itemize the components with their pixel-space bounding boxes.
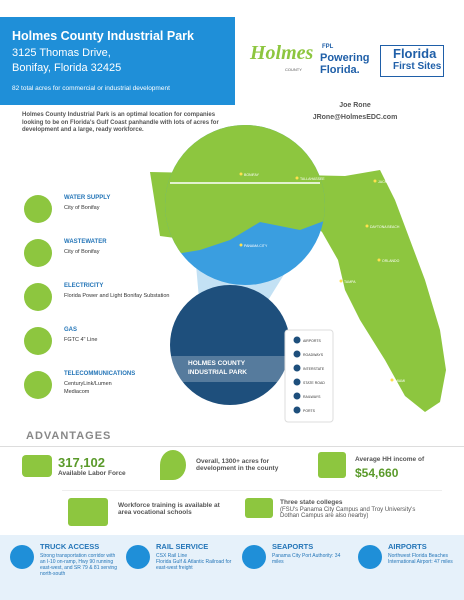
transport-icon [358, 545, 382, 569]
site-circle [170, 285, 290, 405]
city-dot [295, 176, 299, 180]
utility-icon [24, 371, 52, 399]
city-dot [365, 224, 369, 228]
intro: Holmes County Industrial Park is an opti… [22, 112, 219, 133]
transport-text: Florida Gulf & Atlantic Railroad for eas… [156, 559, 232, 571]
city-dot [377, 258, 381, 262]
logo: Florida. [320, 64, 360, 76]
legend-label: INTERSTATE [303, 367, 325, 371]
utility-title: TELECOMMUNICATIONS [64, 371, 136, 377]
site-label: INDUSTRIAL PARK [188, 369, 247, 376]
transport-text: Panama City Port Authority: 34 miles [272, 553, 341, 565]
logo: Holmes [250, 42, 314, 64]
tagline: 82 total acres for commercial or industr… [12, 85, 170, 92]
city-label: BONIFAY [244, 173, 260, 177]
utility-title: ELECTRICITY [64, 283, 104, 289]
transport-title: TRUCK ACCESS [40, 542, 100, 551]
stat-value: 317,102 [58, 455, 105, 470]
stat-label: Overall, 1300+ acres for development in … [196, 458, 279, 472]
transport-icon [10, 545, 34, 569]
utility-icon [24, 195, 52, 223]
legend-label: PORTS [303, 409, 316, 413]
logo: Florida [393, 46, 437, 61]
legend-label: AIRPORTS [303, 339, 321, 343]
heading: ADVANTAGES [26, 430, 112, 442]
city-dot [373, 179, 377, 183]
legend-icon [293, 364, 301, 372]
logo: First Sites [393, 61, 442, 72]
contact: Joe Rone JRone@HolmesEDC.com [300, 100, 410, 124]
icon [318, 452, 346, 478]
transport-icon [126, 545, 150, 569]
utility-text: City of Bonifay [64, 205, 100, 211]
legend-icon [293, 392, 301, 400]
transport-band [0, 535, 464, 600]
transport-icon [242, 545, 266, 569]
site-label: HOLMES COUNTY [188, 360, 246, 367]
icon [22, 455, 52, 477]
stat-value: $54,660 [355, 466, 399, 480]
contact-name: Joe Rone [339, 102, 371, 109]
city-label: MIAMI [395, 379, 405, 383]
header-box: Holmes County Industrial Park 3125 Thoma… [0, 17, 235, 105]
legend-icon [293, 406, 301, 414]
legend-label: ROADWAYS [303, 353, 324, 357]
legend-label: RAILWAYS [303, 395, 321, 399]
legend-icon [293, 336, 301, 344]
city-label: JACKSONVILLE [378, 180, 405, 184]
logo: COUNTY [285, 67, 302, 72]
contact-email: JRone@HolmesEDC.com [312, 114, 398, 121]
title: Holmes County Industrial Park [12, 29, 194, 43]
utility-icon [24, 283, 52, 311]
logo-box [380, 45, 444, 77]
icon [68, 498, 108, 526]
city-label: ORLANDO [382, 259, 400, 263]
legend-label: STATE ROAD [303, 381, 325, 385]
zoom-land [165, 125, 325, 260]
utility-title: GAS [64, 327, 78, 333]
city-label: TAMPA [344, 280, 356, 284]
logo: Powering [320, 52, 370, 64]
utility-icon [24, 327, 52, 355]
utility-text: FGTC 4" Line [64, 337, 98, 343]
icon [160, 450, 186, 480]
stat-note: (FSU's Panama City Campus and Troy Unive… [280, 507, 416, 519]
city-label: PANAMA CITY [244, 244, 268, 248]
utility-icon [24, 239, 52, 267]
address: 3125 Thomas Drive, [12, 47, 111, 59]
transport-title: AIRPORTS [388, 542, 427, 551]
city-dot [239, 243, 243, 247]
utility-text: CenturyLink/Lumen [64, 381, 112, 387]
stat-label: Workforce training is available at area … [118, 502, 220, 516]
utility-text: City of Bonifay [64, 249, 100, 255]
city-dot [390, 378, 394, 382]
map: HOLMES COUNTY INDUSTRIAL PARK BONIFAY PAN… [150, 125, 446, 423]
legend-icon [293, 350, 301, 358]
transport-title: RAIL SERVICE [156, 542, 209, 551]
city-dot [239, 172, 243, 176]
utility-text: Mediacom [64, 389, 90, 395]
transport-text: Strong transportation corridor with an I… [40, 553, 117, 577]
stat-label: Average HH income of [355, 456, 425, 463]
logo: FPL [322, 44, 334, 50]
transport-title: SEAPORTS [272, 542, 314, 551]
site-band [160, 356, 300, 382]
utility-title: WASTEWATER [64, 239, 107, 245]
stat-label: Available Labor Force [58, 470, 126, 477]
rule [0, 446, 464, 447]
city-dot [339, 279, 343, 283]
stat-label: Three state colleges [280, 499, 343, 506]
legend-icon [293, 378, 301, 386]
transport-text: Northwest Florida Beaches International … [388, 553, 453, 565]
city-label: TALLAHASSEE [300, 177, 325, 181]
transport-text: CSX Rail Line [156, 553, 188, 559]
icon [245, 498, 273, 518]
city-label: DAYTONA BEACH [370, 225, 400, 229]
rule [62, 490, 442, 491]
utility-text: Florida Power and Light Bonifay Substati… [64, 293, 170, 299]
address: Bonifay, Florida 32425 [12, 62, 122, 74]
utility-title: WATER SUPPLY [64, 195, 111, 201]
